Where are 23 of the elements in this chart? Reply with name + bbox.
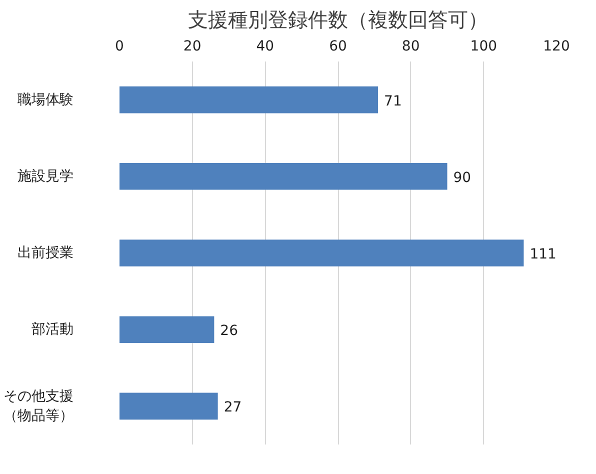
y-tick-label: 部活動 [32,322,74,338]
data-label: 111 [530,246,556,262]
bar [120,392,218,420]
x-tick-label: 20 [183,38,202,54]
x-tick-label: 40 [256,38,274,54]
data-label: 27 [224,400,242,416]
x-tick-label: 60 [329,38,347,54]
x-tick-label: 120 [543,38,570,54]
chart-title: 支援種別登録件数（複数回答可） [188,8,488,32]
bar [120,86,378,114]
bar [120,162,448,190]
bar [120,240,524,266]
y-tick-label: 施設見学 [18,168,74,184]
data-label: 90 [453,170,472,186]
bar [120,316,214,344]
x-tick-label: 0 [115,38,124,54]
x-tick-label: 100 [470,38,498,54]
y-tick-label: 職場体験 [18,92,74,108]
data-label: 26 [220,323,238,340]
x-tick-label: 80 [402,38,420,54]
y-tick-label: 出前授業 [18,245,74,261]
data-label: 71 [384,93,402,110]
y-tick-label: その他支援（物品等） [4,388,74,424]
